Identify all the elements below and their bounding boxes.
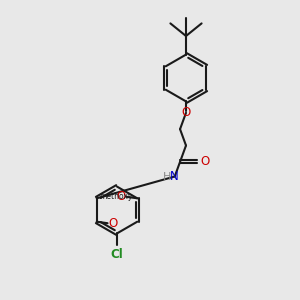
Text: O: O	[109, 217, 118, 230]
Text: Cl: Cl	[111, 248, 123, 261]
Text: O: O	[116, 190, 125, 203]
Text: O: O	[182, 106, 190, 119]
Text: O: O	[200, 155, 210, 168]
Text: N: N	[170, 170, 179, 183]
Text: methoxy: methoxy	[100, 192, 133, 201]
Text: H: H	[163, 172, 171, 182]
